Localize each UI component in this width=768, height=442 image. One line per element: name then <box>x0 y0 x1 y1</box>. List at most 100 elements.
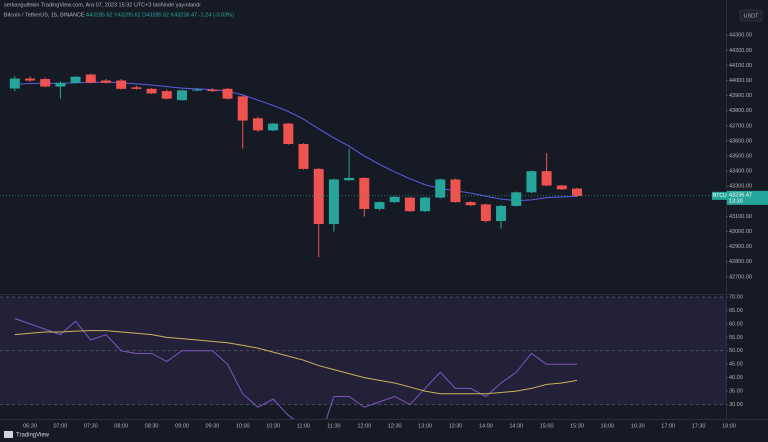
x-tick-label: 12:00 <box>357 423 371 429</box>
candle-body <box>283 123 294 144</box>
y-tick-label: 43100.00 <box>729 214 752 220</box>
rsi-line <box>14 318 578 419</box>
candle-body <box>298 143 309 169</box>
candle-body <box>465 202 476 206</box>
candle-body <box>313 168 324 225</box>
candle-body <box>450 179 461 203</box>
x-tick-label: 08:30 <box>145 423 159 429</box>
y-tick-label: 45.00 <box>729 362 743 368</box>
price-tag <box>727 190 768 205</box>
y-tick-label: 43300.00 <box>729 184 752 190</box>
candle-body <box>556 185 567 190</box>
x-tick-label: 18:00 <box>722 423 736 429</box>
candle-body <box>25 78 35 81</box>
candle-body <box>511 192 522 206</box>
y-tick-label: 43400.00 <box>729 169 752 175</box>
x-tick-label: 15:30 <box>570 423 584 429</box>
x-tick-label: 10:30 <box>266 423 280 429</box>
candle-body <box>359 177 370 209</box>
y-tick-label: 43700.00 <box>729 123 752 129</box>
y-tick-label: 42800.00 <box>729 259 752 265</box>
y-tick-label: 43900.00 <box>729 93 752 99</box>
candle-body <box>389 196 400 203</box>
last-price: 43236.47 <box>729 192 752 198</box>
candle-body <box>146 88 157 94</box>
x-tick-label: 14:30 <box>509 423 523 429</box>
candle-body <box>192 89 203 91</box>
y-tick-label: 70.00 <box>729 294 743 300</box>
x-tick-label: 17:30 <box>692 423 706 429</box>
x-tick-label: 09:00 <box>175 423 189 429</box>
x-tick-label: 16:00 <box>601 423 615 429</box>
y-tick-label: 55.00 <box>729 335 743 341</box>
x-tick-label: 13:30 <box>449 423 463 429</box>
x-tick-label: 06:30 <box>23 423 37 429</box>
y-tick-label: 44300.00 <box>729 33 752 39</box>
y-tick-label: 43000.00 <box>729 229 752 235</box>
candle-body <box>572 188 583 196</box>
y-tick-label: 65.00 <box>729 308 743 314</box>
candle-body <box>161 91 172 99</box>
candle-body <box>116 80 127 89</box>
x-tick-label: 13:00 <box>418 423 432 429</box>
y-tick-label: 43800.00 <box>729 108 752 114</box>
y-tick-label: 43600.00 <box>729 138 752 144</box>
candle-body <box>496 205 507 222</box>
candle-body <box>131 87 142 89</box>
candle-body <box>526 171 537 193</box>
candle-body <box>85 74 96 83</box>
symbol: Bitcoin / TetherUS, 15, BINANCE <box>4 12 85 18</box>
x-tick-label: 07:00 <box>54 423 68 429</box>
y-tick-label: 40.00 <box>729 375 743 381</box>
candle-body <box>420 197 431 212</box>
x-tick-label: 15:00 <box>540 423 554 429</box>
candle-body <box>207 89 218 92</box>
candle-body <box>344 177 355 181</box>
candle-body <box>237 96 248 121</box>
candle-body <box>328 179 339 225</box>
candle-body <box>374 202 385 209</box>
publisher: serkangultekin TradingView.com, Ara 07, … <box>4 2 201 8</box>
candle-body <box>541 171 552 186</box>
candle-body <box>55 82 66 87</box>
x-tick-label: 10:00 <box>236 423 250 429</box>
ticker-box <box>712 191 738 200</box>
x-tick-label: 11:00 <box>297 423 310 429</box>
candle-body <box>404 197 415 212</box>
candle-body <box>222 88 233 99</box>
currency[interactable]: USDT <box>744 13 760 19</box>
x-tick-label: 17:00 <box>661 423 675 429</box>
logo[interactable]: TradingView <box>16 433 50 439</box>
ticker: BTCUSDT <box>713 193 737 199</box>
candle-body <box>9 78 20 89</box>
candle-body <box>252 118 263 131</box>
y-tick-label: 44000.00 <box>729 78 752 84</box>
x-tick-label: 16:30 <box>631 423 645 429</box>
candle-body <box>70 76 81 83</box>
ohlc: A43285.62 Y43295.62 D43285.62 K43236.47 … <box>86 12 234 18</box>
rsi-line <box>14 330 578 395</box>
y-tick-label: 35.00 <box>729 389 743 395</box>
x-tick-label: 14:00 <box>479 423 493 429</box>
y-tick-label: 42900.00 <box>729 244 752 250</box>
x-tick-label: 11:30 <box>327 423 340 429</box>
y-tick-label: 43500.00 <box>729 154 752 160</box>
y-tick-label: 30.00 <box>729 402 743 408</box>
y-tick-label: 50.00 <box>729 348 743 354</box>
y-tick-label: 60.00 <box>729 321 743 327</box>
candle-body <box>100 80 111 83</box>
y-tick-label: 42700.00 <box>729 274 752 280</box>
candle-body <box>268 123 279 131</box>
x-tick-label: 09:30 <box>205 423 219 429</box>
candle-body <box>176 90 187 101</box>
currency-box[interactable] <box>739 9 763 22</box>
countdown: 13:30 <box>729 198 743 204</box>
logo-icon <box>4 431 13 438</box>
x-tick-label: 08:00 <box>114 423 128 429</box>
x-tick-label: 12:30 <box>388 423 402 429</box>
candle-body <box>480 204 491 222</box>
candle-body <box>40 79 51 87</box>
candle-body <box>435 179 446 198</box>
